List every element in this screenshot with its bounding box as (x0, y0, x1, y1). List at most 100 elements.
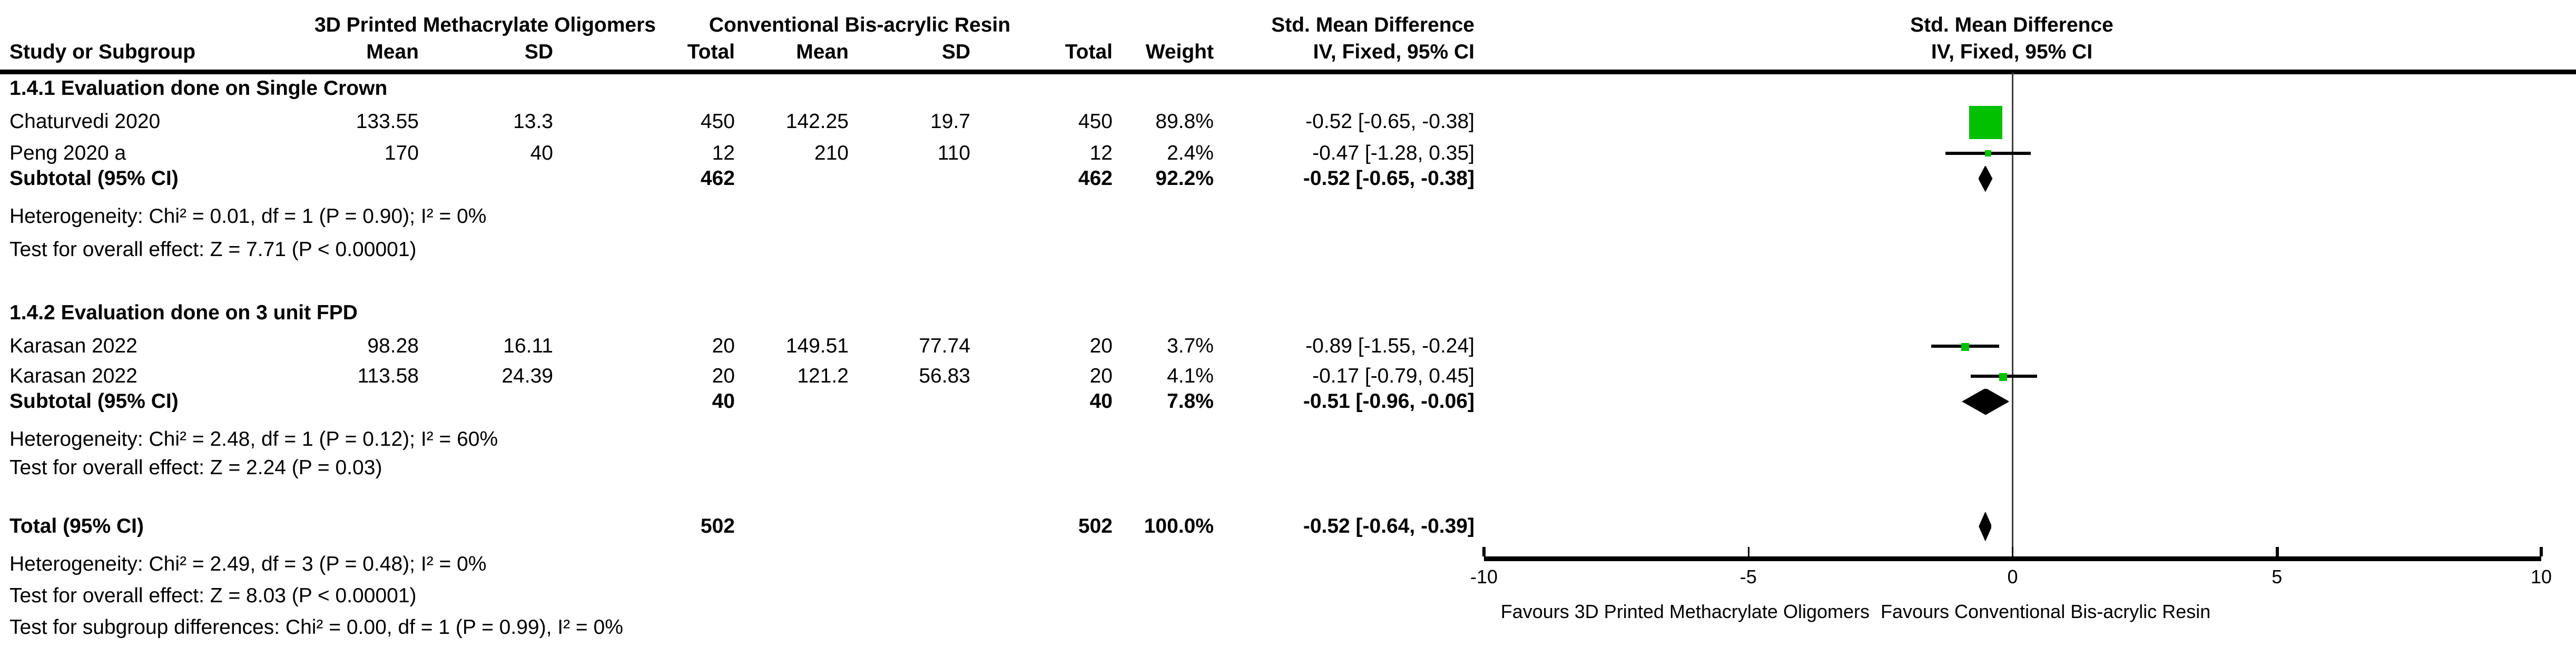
ci-cell: -0.52 [-0.65, -0.38] (1303, 166, 1474, 190)
total1-cell: 12 (712, 141, 735, 164)
total1-cell: 20 (712, 364, 735, 387)
overall-effect-text: Test for overall effect: Z = 7.71 (P < 0… (9, 237, 417, 261)
subtotal-row: Subtotal (95% CI) 462 462 92.2% -0.52 [-… (0, 166, 2576, 191)
study-marker-karasan-2022 (1999, 372, 2008, 380)
method-col-header: IV, Fixed, 95% CI (1313, 40, 1474, 63)
ci-cell: -0.17 [-0.79, 0.45] (1312, 364, 1474, 387)
mean1-cell: 98.28 (367, 334, 419, 357)
heterogeneity-row: Heterogeneity: Chi² = 2.49, df = 3 (P = … (0, 552, 2576, 577)
favours-right-label: Favours Conventional Bis-acrylic Resin (1881, 601, 2211, 623)
group-header-row: 3D Printed Methacrylate Oligomers Conven… (0, 13, 2576, 38)
mean1-cell: 170 (384, 141, 419, 164)
sd1-cell: 40 (530, 141, 553, 164)
ci-cell: -0.47 [-1.28, 0.35] (1312, 141, 1474, 164)
overall-effect-text: Test for overall effect: Z = 8.03 (P < 0… (9, 583, 417, 607)
study-row: Chaturvedi 2020 133.55 13.3 450 142.25 1… (0, 109, 2576, 134)
sd1-cell: 13.3 (513, 109, 553, 133)
study-row: Karasan 2022 98.28 16.11 20 149.51 77.74… (0, 334, 2576, 359)
weight-cell: 100.0% (1144, 514, 1214, 537)
header-divider (0, 70, 2576, 74)
heterogeneity-row: Heterogeneity: Chi² = 2.48, df = 1 (P = … (0, 427, 2576, 452)
ci-cell: -0.51 [-0.96, -0.06] (1303, 389, 1474, 413)
ci-cell: -0.89 [-1.55, -0.24] (1305, 334, 1474, 357)
weight-cell: 3.7% (1167, 334, 1214, 357)
mean1-cell: 113.58 (357, 364, 419, 387)
study-marker-karasan-2022 (1961, 342, 1970, 350)
subgroup-label-row: 1.4.1 Evaluation done on Single Crown (0, 76, 2576, 101)
mean2-col-header: Mean (796, 40, 849, 63)
weight-cell: 92.2% (1155, 166, 1214, 190)
zero-reference-line (2011, 73, 2013, 560)
axis-tick (2540, 547, 2543, 556)
heterogeneity-text: Heterogeneity: Chi² = 2.48, df = 1 (P = … (9, 427, 498, 451)
total2-cell: 12 (1089, 141, 1113, 164)
weight-cell: 4.1% (1167, 364, 1214, 387)
axis-tick-label: -10 (1470, 566, 1498, 588)
study-marker-chaturvedi-2020 (1968, 105, 2002, 139)
mean2-cell: 210 (814, 141, 849, 164)
sd2-cell: 56.83 (919, 364, 970, 387)
method-plot-header: IV, Fixed, 95% CI (1931, 40, 2093, 63)
total1-cell: 40 (712, 389, 735, 413)
axis-tick-label: -5 (1739, 566, 1757, 588)
smd-plot-header: Std. Mean Difference (1910, 13, 2113, 36)
overall-effect-row: Test for overall effect: Z = 8.03 (P < 0… (0, 583, 2576, 609)
subgroup-difference-text: Test for subgroup differences: Chi² = 0.… (9, 615, 623, 639)
total2-col-header: Total (1065, 40, 1113, 63)
subtotal-label: Subtotal (95% CI) (9, 166, 179, 190)
total2-cell: 40 (1089, 389, 1113, 413)
subtotal-label: Subtotal (95% CI) (9, 389, 179, 413)
ci-cell: -0.52 [-0.64, -0.39] (1303, 514, 1474, 537)
total1-cell: 450 (700, 109, 735, 133)
weight-cell: 2.4% (1167, 141, 1214, 164)
heterogeneity-text: Heterogeneity: Chi² = 0.01, df = 1 (P = … (9, 204, 487, 228)
group1-header: 3D Printed Methacrylate Oligomers (314, 13, 656, 36)
study-row: Peng 2020 a 170 40 12 210 110 12 2.4% -0… (0, 141, 2576, 166)
study-name: Peng 2020 a (9, 141, 126, 164)
mean1-cell: 133.55 (356, 109, 419, 133)
total1-cell: 502 (700, 514, 735, 537)
axis-tick-label: 5 (2272, 566, 2283, 588)
axis-tick (2011, 547, 2014, 556)
smd-table-header: Std. Mean Difference (1271, 13, 1474, 36)
weight-cell: 7.8% (1167, 389, 1214, 413)
subtotal-row: Subtotal (95% CI) 40 40 7.8% -0.51 [-0.9… (0, 389, 2576, 414)
study-name: Karasan 2022 (9, 334, 137, 357)
sd2-cell: 110 (937, 141, 970, 164)
total1-col-header: Total (687, 40, 735, 63)
weight-cell: 89.8% (1155, 109, 1214, 133)
study-col-header: Study or Subgroup (9, 40, 196, 63)
favours-left-label: Favours 3D Printed Methacrylate Oligomer… (1500, 601, 1870, 623)
column-header-row: Study or Subgroup Mean SD Total Mean SD … (0, 40, 2576, 65)
mean2-cell: 121.2 (797, 364, 849, 387)
sd2-col-header: SD (941, 40, 970, 63)
subgroup-label: 1.4.2 Evaluation done on 3 unit FPD (9, 300, 358, 324)
sd2-cell: 19.7 (930, 109, 970, 133)
subgroup-label-row: 1.4.2 Evaluation done on 3 unit FPD (0, 300, 2576, 326)
total2-cell: 20 (1089, 334, 1113, 357)
overall-effect-text: Test for overall effect: Z = 2.24 (P = 0… (9, 455, 382, 479)
mean2-cell: 142.25 (785, 109, 849, 133)
sd1-col-header: SD (524, 40, 553, 63)
axis-tick-label: 0 (2007, 566, 2018, 588)
sd1-cell: 24.39 (502, 364, 553, 387)
study-marker-peng-2020-a (1984, 150, 1991, 156)
axis-tick-label: 10 (2530, 566, 2552, 588)
overall-effect-row: Test for overall effect: Z = 7.71 (P < 0… (0, 237, 2576, 262)
axis-tick (1747, 547, 1749, 556)
mean1-col-header: Mean (366, 40, 419, 63)
total2-cell: 462 (1078, 166, 1113, 190)
study-row: Karasan 2022 113.58 24.39 20 121.2 56.83… (0, 364, 2576, 389)
total2-cell: 450 (1078, 109, 1113, 133)
total1-cell: 462 (700, 166, 735, 190)
study-name: Chaturvedi 2020 (9, 109, 161, 133)
axis-tick (2276, 547, 2278, 556)
total2-cell: 20 (1089, 364, 1113, 387)
total-row: Total (95% CI) 502 502 100.0% -0.52 [-0.… (0, 514, 2576, 539)
total2-cell: 502 (1078, 514, 1113, 537)
ci-cell: -0.52 [-0.65, -0.38] (1305, 109, 1474, 133)
total-label: Total (95% CI) (9, 514, 144, 537)
sd2-cell: 77.74 (919, 334, 970, 357)
axis-tick (1482, 547, 1486, 556)
